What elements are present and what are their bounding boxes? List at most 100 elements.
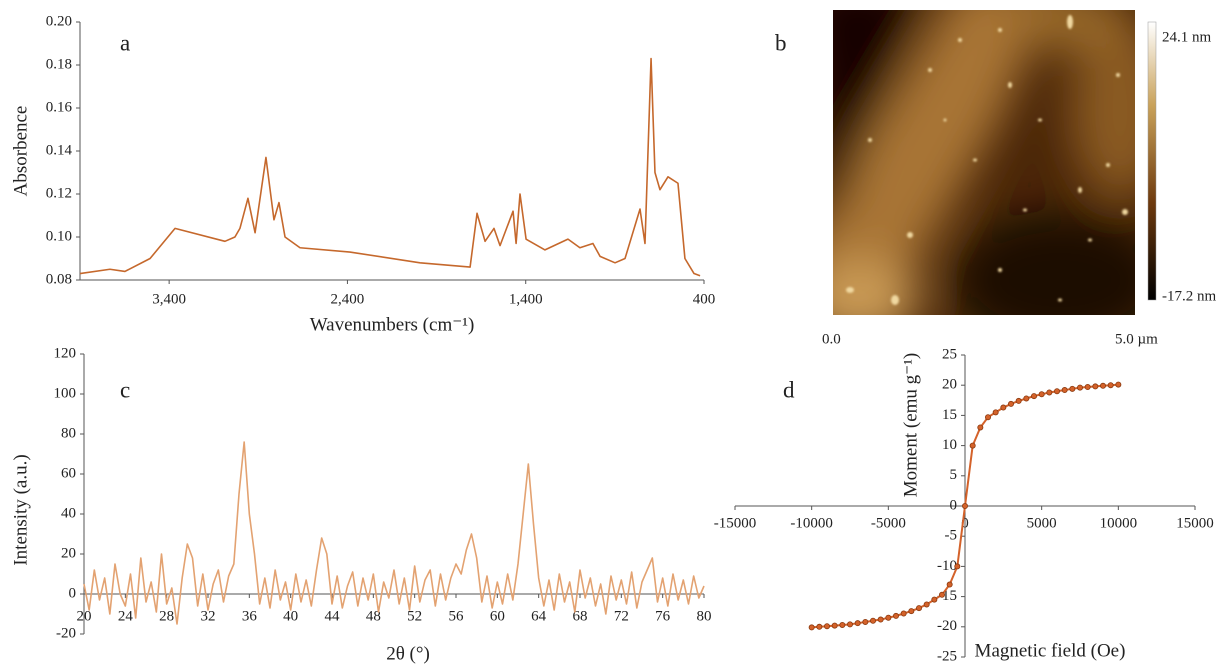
data-point (893, 612, 900, 619)
data-point (831, 622, 838, 629)
data-line (83, 441, 705, 625)
y-tick-label: 0 (950, 497, 958, 513)
data-point (946, 581, 953, 588)
data-point (985, 414, 992, 421)
data-point (1107, 382, 1114, 389)
x-tick-label: 1,400 (509, 291, 543, 307)
x-tick-label: 10000 (1100, 515, 1138, 531)
x-tick-label: -15000 (714, 515, 757, 531)
y-tick-label: -20 (937, 618, 957, 634)
y-tick-label: 0.10 (46, 228, 72, 244)
data-point (870, 617, 877, 624)
x-tick-label: 52 (407, 608, 422, 624)
y-axis-title: Absorbence (10, 106, 31, 197)
y-tick-label: 0.08 (46, 271, 72, 287)
data-point (808, 624, 815, 631)
y-tick-label: 15 (942, 407, 957, 423)
y-tick-label: 0 (69, 585, 77, 601)
y-tick-label: -10 (937, 558, 957, 574)
x-tick-label: 36 (242, 608, 258, 624)
panel-letter: c (120, 377, 130, 402)
y-tick-label: 0.20 (46, 13, 72, 29)
data-point (1038, 391, 1045, 398)
y-axis-title: Intensity (a.u.) (10, 454, 31, 565)
panel-letter: a (120, 30, 130, 55)
x-tick-label: 5000 (1027, 515, 1057, 531)
scale-label: 5.0 µm (1115, 331, 1158, 347)
x-tick-label: -5000 (871, 515, 906, 531)
x-tick-label: 56 (449, 608, 465, 624)
x-tick-label: 40 (283, 608, 298, 624)
data-point (839, 621, 846, 628)
y-tick-label: 0.16 (46, 99, 73, 115)
x-tick-label: 60 (490, 608, 505, 624)
data-point (862, 618, 869, 625)
data-point (1092, 383, 1099, 390)
data-point (1061, 387, 1068, 394)
data-point (1054, 388, 1061, 395)
x-tick-label: 32 (201, 608, 216, 624)
data-point (816, 623, 823, 630)
data-point (931, 596, 938, 603)
panel-letter: b (775, 30, 787, 55)
x-axis-title: 2θ (°) (386, 643, 430, 664)
data-point (962, 502, 969, 509)
y-tick-label: 5 (950, 467, 958, 483)
data-point (969, 442, 976, 449)
data-point (916, 605, 923, 612)
y-tick-label: 60 (61, 465, 76, 481)
y-tick-label: 25 (942, 346, 957, 362)
scale-label: 0.0 (822, 331, 841, 347)
data-point (1031, 393, 1038, 400)
x-tick-label: 400 (693, 291, 716, 307)
x-axis-title: Wavenumbers (cm⁻¹) (310, 314, 475, 335)
x-tick-label: 28 (159, 608, 174, 624)
data-point (1077, 384, 1084, 391)
x-tick-label: 68 (573, 608, 588, 624)
y-tick-label: 40 (61, 505, 76, 521)
y-tick-label: -5 (945, 528, 958, 544)
x-axis-title: Magnetic field (Oe) (975, 640, 1126, 661)
data-point (900, 610, 907, 617)
data-point (1008, 400, 1015, 407)
y-tick-label: 0.12 (46, 185, 72, 201)
data-point (1000, 404, 1007, 411)
x-tick-label: 76 (655, 608, 671, 624)
y-tick-label: 0.14 (46, 142, 73, 158)
afm-image (833, 10, 1135, 315)
y-tick-label: 0.18 (46, 56, 72, 72)
data-point (824, 623, 831, 630)
data-point (977, 424, 984, 431)
data-line (79, 57, 701, 277)
x-tick-label: 2,400 (331, 291, 365, 307)
y-tick-label: 10 (942, 437, 957, 453)
data-point (1115, 381, 1122, 388)
colorbar (1147, 21, 1157, 301)
data-point (908, 608, 915, 615)
x-tick-label: 24 (118, 608, 134, 624)
y-axis-title: Moment (emu g⁻¹) (900, 353, 921, 497)
data-point (1046, 389, 1053, 396)
x-tick-label: 80 (697, 608, 712, 624)
y-tick-label: 100 (54, 385, 77, 401)
y-tick-label: 20 (61, 545, 76, 561)
x-tick-label: 72 (614, 608, 629, 624)
data-point (1015, 397, 1022, 404)
data-point (923, 601, 930, 608)
panel-letter: d (783, 377, 795, 402)
x-tick-label: 15000 (1176, 515, 1214, 531)
data-point (992, 409, 999, 416)
data-point (939, 591, 946, 598)
data-point (854, 620, 861, 627)
data-point (885, 614, 892, 621)
data-point (1084, 384, 1091, 391)
data-point (877, 616, 884, 623)
y-tick-label: 20 (942, 377, 957, 393)
data-point (847, 621, 854, 628)
x-tick-label: -10000 (790, 515, 833, 531)
data-point (1023, 395, 1030, 402)
y-tick-label: 80 (61, 425, 76, 441)
colorbar-label: -17.2 nm (1162, 288, 1216, 304)
data-point (954, 563, 961, 570)
